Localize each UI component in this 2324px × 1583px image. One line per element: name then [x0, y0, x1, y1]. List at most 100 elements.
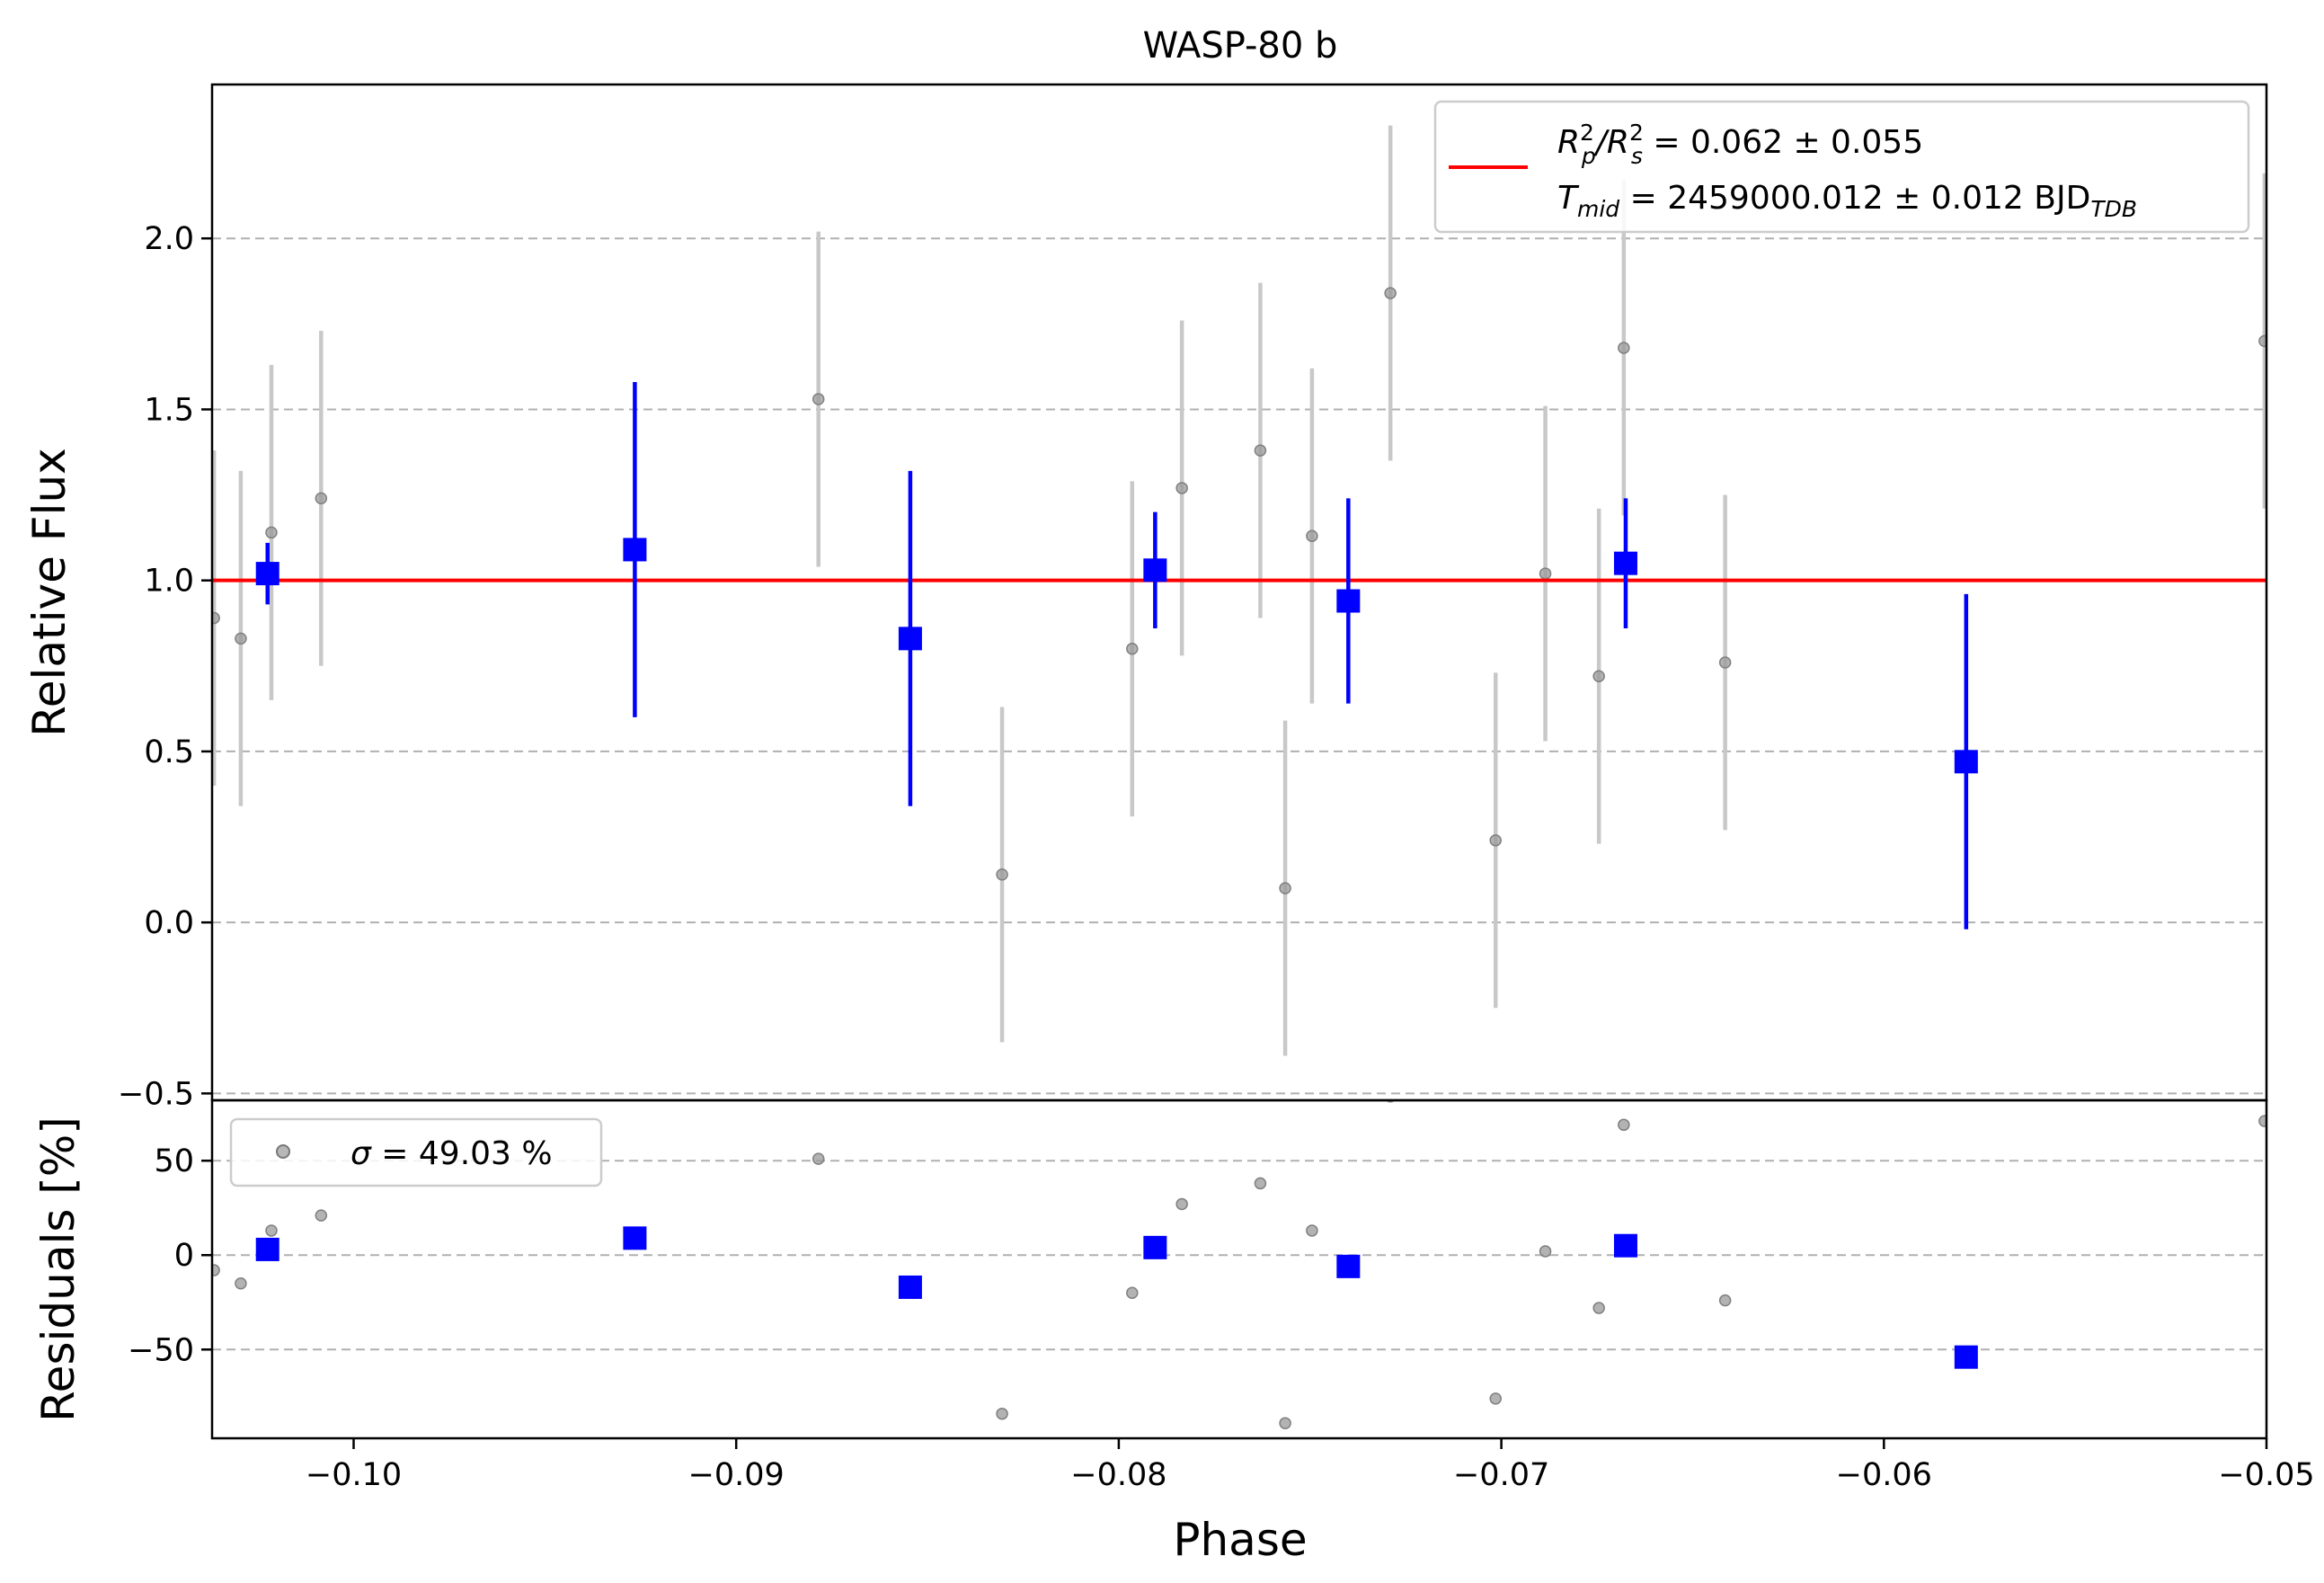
residual-raw-point — [1306, 1224, 1318, 1237]
flux-binned-point — [623, 538, 647, 562]
residual-raw-point — [265, 1224, 278, 1237]
residual-raw-point — [1718, 1294, 1732, 1307]
leg1-sym: R — [1557, 124, 1580, 161]
residual-y-label: Residuals [%] — [32, 1116, 84, 1422]
residual-legend-marker — [276, 1144, 290, 1159]
residual-legend: σ = 49.03 % — [229, 1117, 603, 1187]
residual-binned-point — [1954, 1345, 1978, 1369]
flux-binned-point — [255, 562, 279, 586]
flux-y-tick-label: 0.0 — [144, 905, 194, 941]
residual-y-tick-label: 50 — [154, 1143, 194, 1179]
flux-binned-point — [898, 627, 922, 651]
residual-raw-point — [1618, 1118, 1630, 1132]
residual-binned-point — [1143, 1235, 1167, 1259]
flux-raw-point — [1126, 643, 1139, 655]
residual-raw-point — [1254, 1177, 1267, 1190]
phase-x-tick-label: −0.05 — [2218, 1457, 2314, 1493]
leg1-sub1: p — [1581, 143, 1596, 169]
flux-raw-point — [812, 393, 825, 405]
flux-y-tick-label: 0.5 — [144, 734, 194, 770]
residual-legend-rest: = 49.03 % — [371, 1135, 553, 1172]
flux-binned-point — [1336, 589, 1361, 613]
flux-legend-line2: Tmid = 2459000.012 ± 0.012 BJDTDB — [1557, 180, 2137, 222]
phase-x-tick-label: −0.07 — [1453, 1457, 1549, 1493]
flux-legend-box — [1433, 100, 2250, 234]
residual-legend-sym: σ — [350, 1135, 372, 1172]
flux-raw-point — [1254, 444, 1267, 457]
flux-axes-frame — [210, 83, 2268, 1102]
residual-raw-point — [1279, 1417, 1291, 1429]
flux-raw-point — [235, 632, 247, 645]
leg1-rest: = 0.062 ± 0.055 — [1643, 124, 1923, 161]
phase-x-tick-label: −0.06 — [1836, 1457, 1932, 1493]
residual-binned-points — [255, 1226, 1978, 1369]
flux-raw-point — [1279, 882, 1291, 894]
flux-raw-point — [1306, 529, 1318, 542]
residual-raw-point — [235, 1277, 247, 1290]
leg1-sup1: 2 — [1580, 120, 1594, 146]
flux-grid — [212, 237, 2266, 1095]
flux-binned-point — [1143, 558, 1167, 583]
flux-y-tick-label: −0.5 — [118, 1076, 194, 1112]
residual-grid — [212, 1160, 2266, 1351]
leg2-sub2: TDB — [2090, 196, 2137, 222]
flux-raw-point — [1539, 567, 1552, 580]
residual-legend-text: σ = 49.03 % — [350, 1135, 553, 1172]
residual-binned-point — [1336, 1254, 1361, 1278]
residual-raw-point — [812, 1152, 825, 1165]
phase-x-tick-label: −0.08 — [1070, 1457, 1166, 1493]
flux-raw-point — [1175, 482, 1188, 494]
flux-legend-line1: R2 p/R2 s = 0.062 ± 0.055 — [1557, 120, 1923, 169]
residual-raw-point — [1175, 1197, 1188, 1211]
residual-binned-point — [898, 1275, 922, 1299]
residual-raw-point — [2258, 1115, 2266, 1127]
flux-raw-points — [212, 125, 2266, 1056]
flux-raw-point — [1384, 287, 1397, 299]
flux-binned-point — [1954, 750, 1978, 774]
residual-raw-point — [315, 1209, 328, 1222]
residual-raw-point — [1592, 1302, 1605, 1314]
residual-raw-point — [212, 1264, 220, 1276]
residual-axes-frame — [210, 1098, 2268, 1440]
flux-raw-point — [265, 526, 278, 539]
residual-raw-point — [1539, 1245, 1552, 1258]
leg2-sub: mid — [1577, 196, 1619, 222]
flux-y-tick-label: 1.5 — [144, 392, 194, 428]
flux-raw-point — [1489, 834, 1502, 847]
leg2-sym: T — [1557, 180, 1580, 217]
residual-binned-point — [623, 1226, 647, 1250]
phase-x-label: Phase — [1173, 1514, 1307, 1566]
flux-raw-point — [1618, 342, 1630, 354]
residual-y-tick-label: −50 — [128, 1332, 194, 1368]
phase-x-tick-label: −0.09 — [688, 1457, 785, 1493]
flux-raw-point — [1592, 670, 1605, 682]
chart-title: WASP-80 b — [1143, 25, 1338, 67]
flux-raw-point — [212, 611, 220, 625]
leg1-sup2: 2 — [1629, 120, 1644, 146]
phase-x-ticks: −0.10 −0.09 −0.08 −0.07 −0.06 −0.05 — [306, 1438, 2315, 1493]
residual-raw-point — [996, 1407, 1008, 1420]
leg1-sub2: s — [1631, 143, 1643, 169]
flux-raw-point — [315, 492, 328, 505]
flux-raw-point — [996, 868, 1008, 881]
flux-y-tick-label: 1.0 — [144, 564, 194, 600]
flux-binned-point — [1613, 551, 1637, 575]
residual-y-tick-label: 0 — [174, 1238, 194, 1274]
residual-binned-point — [1613, 1233, 1637, 1258]
residual-y-ticks: 50 0 −50 — [128, 1143, 212, 1368]
flux-binned-points — [255, 382, 1978, 929]
flux-raw-point — [1718, 656, 1732, 669]
flux-y-tick-label: 2.0 — [144, 221, 194, 257]
residual-raw-point — [1126, 1286, 1139, 1300]
residual-raw-point — [1489, 1392, 1502, 1405]
flux-raw-point — [2258, 334, 2266, 348]
leg2-rest: = 2459000.012 ± 0.012 BJD — [1619, 180, 2090, 217]
residual-legend-box — [229, 1117, 603, 1187]
leg1-slash: /R — [1593, 124, 1629, 161]
residual-raw-points — [212, 1100, 2266, 1429]
residual-binned-point — [255, 1237, 279, 1261]
flux-y-ticks: 2.0 1.5 1.0 0.5 0.0 −0.5 — [118, 221, 212, 1112]
flux-legend: R2 p/R2 s = 0.062 ± 0.055 Tmid = 2459000.0… — [1433, 100, 2250, 234]
